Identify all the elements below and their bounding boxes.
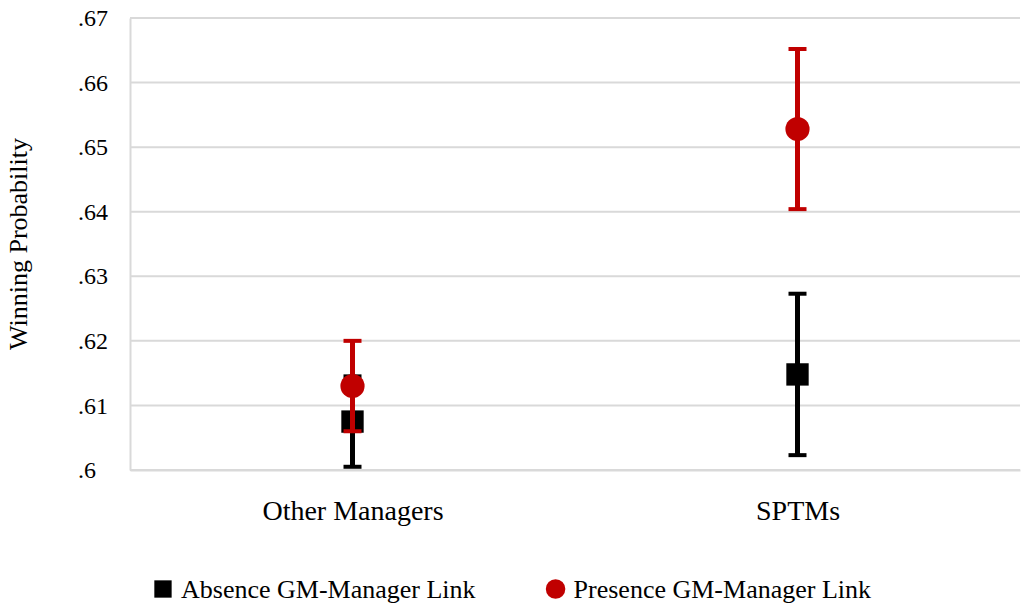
series [341, 294, 808, 467]
x-tick: Other Managers [262, 470, 443, 526]
y-axis-line [130, 19, 132, 471]
grid-line [130, 469, 1020, 471]
x-tick-label: Other Managers [262, 495, 443, 526]
y-tick-label: .6 [78, 457, 96, 483]
y-tick: .67 [78, 5, 130, 31]
y-tick-label: .63 [78, 263, 108, 289]
error-bar-cap [789, 453, 807, 457]
y-axis: .6 .61 .62 .63 .64 .65 .66 .67 [78, 5, 131, 483]
y-tick-label: .64 [78, 199, 108, 225]
point [786, 363, 808, 385]
y-tick-label: .67 [78, 5, 108, 31]
y-tick: .62 [78, 328, 130, 354]
y-tick: .61 [78, 393, 130, 419]
y-tick-label: .65 [78, 134, 108, 160]
x-axis: Other Managers SPTMs [131, 470, 1021, 526]
error-bar-cap [789, 47, 807, 51]
legend-symbol [154, 580, 171, 597]
point [340, 374, 364, 398]
y-axis-title: Winning Probability [4, 138, 33, 350]
y-tick-label: .66 [78, 70, 108, 96]
x-tick-label: SPTMs [756, 495, 840, 526]
grid-line [130, 211, 1020, 213]
legend-label: Absence GM-Manager Link [181, 575, 476, 604]
grid-line [130, 82, 1020, 84]
legend-item: Absence GM-Manager Link [154, 575, 475, 604]
y-tick: .63 [78, 263, 130, 289]
plot: .6 .61 .62 .63 .64 .65 .66 .67 Other Managers SPT… [78, 5, 1021, 526]
legend-symbol [546, 579, 566, 599]
marks [340, 49, 809, 467]
error-bar-cap [344, 465, 362, 469]
series [340, 49, 809, 431]
grid-line [130, 404, 1020, 406]
grid-line [130, 17, 1020, 19]
grid-line [130, 340, 1020, 342]
y-tick: .65 [78, 134, 130, 160]
x-tick: SPTMs [756, 470, 840, 526]
legend: Absence GM-Manager Link Presence GM-Manag… [154, 575, 871, 604]
error-bar-cap [344, 429, 362, 433]
y-tick: .6 [78, 457, 130, 483]
x-axis-line [131, 470, 1021, 472]
legend-item: Presence GM-Manager Link [546, 575, 871, 604]
point [785, 117, 809, 141]
chart: .6 .61 .62 .63 .64 .65 .66 .67 Other Managers SPT… [0, 0, 1024, 613]
error-bar-cap [789, 292, 807, 296]
error-bar-cap [789, 207, 807, 211]
grid [130, 18, 1020, 470]
y-tick: .66 [78, 70, 130, 96]
grid-line [130, 146, 1020, 148]
y-tick-label: .62 [78, 328, 108, 354]
grid-line [130, 275, 1020, 277]
legend-label: Presence GM-Manager Link [574, 575, 871, 604]
y-tick-label: .61 [78, 393, 108, 419]
error-bar-cap [344, 339, 362, 343]
y-tick: .64 [78, 199, 130, 225]
